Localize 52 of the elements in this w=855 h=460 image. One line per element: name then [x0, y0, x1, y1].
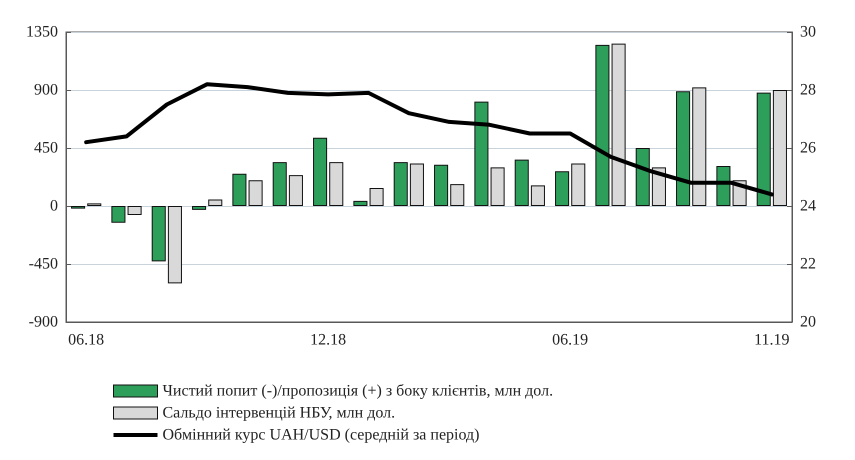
bar	[490, 167, 505, 206]
bar	[152, 206, 166, 262]
bar	[772, 90, 787, 206]
bar	[313, 138, 328, 206]
y-tick-label: 0	[50, 198, 58, 214]
bar	[288, 175, 303, 206]
bar	[676, 91, 690, 206]
bar	[128, 206, 142, 216]
bar	[232, 174, 246, 206]
bar	[474, 102, 488, 206]
bar	[636, 148, 650, 206]
bar	[370, 188, 384, 206]
legend-label: Сальдо інтервенцій НБУ, млн дол.	[162, 404, 396, 422]
bar	[595, 44, 610, 206]
bar	[168, 206, 182, 284]
bar	[248, 180, 263, 206]
bar	[450, 184, 464, 206]
bar	[555, 171, 570, 206]
legend-label: Обмінний курс UAH/USD (середній за період)	[162, 426, 480, 444]
bar	[716, 166, 730, 206]
bar	[394, 162, 408, 206]
bar	[434, 164, 448, 206]
y2-tick-label: 30	[800, 24, 816, 40]
y-tick-label: 1350	[26, 24, 58, 40]
bar	[353, 200, 368, 206]
bar	[410, 163, 424, 206]
bar	[208, 200, 222, 206]
line-series	[84, 82, 774, 196]
y2-tick-label: 22	[800, 256, 816, 272]
y2-tick-label: 26	[800, 140, 816, 156]
y-tick-label: 900	[34, 82, 58, 98]
bar	[514, 160, 529, 206]
bar	[756, 92, 771, 206]
bar	[111, 206, 126, 223]
x-tick-label: 06.19	[552, 332, 588, 348]
y2-tick-label: 28	[800, 82, 816, 98]
x-tick-label: 11.19	[754, 332, 790, 348]
bar	[272, 162, 287, 206]
y2-tick-label: 24	[800, 198, 816, 214]
y-tick-label: 450	[34, 140, 58, 156]
bar	[530, 185, 545, 206]
bar	[612, 44, 626, 206]
y-tick-label: -900	[28, 314, 58, 330]
y2-tick-label: 20	[800, 314, 816, 330]
y-tick-label: -450	[28, 256, 58, 272]
legend-label: Чистий попит (-)/пропозиція (+) з боку клієнтів, млн дол.	[162, 382, 554, 400]
bar	[192, 206, 206, 210]
bar	[692, 87, 706, 206]
x-tick-label: 12.18	[310, 332, 346, 348]
bar	[571, 163, 586, 206]
x-tick-label: 06.18	[68, 332, 104, 348]
bar	[329, 162, 344, 206]
